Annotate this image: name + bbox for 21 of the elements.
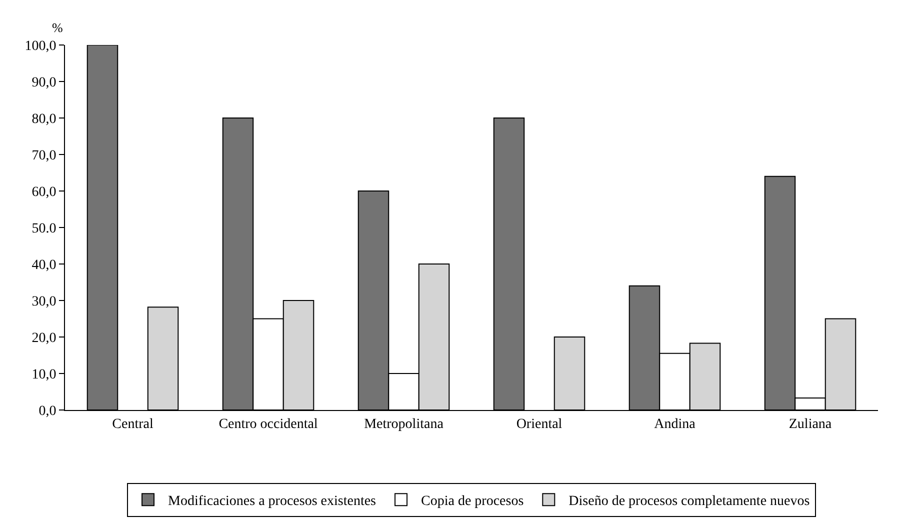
x-tick-label: Centro occidental xyxy=(218,416,318,432)
y-tick-label: 40,0 xyxy=(32,258,56,273)
x-tick-label: Zuliana xyxy=(788,416,832,432)
y-tick-label: 90,0 xyxy=(32,75,56,90)
legend-label: Diseño de procesos completamente nuevos xyxy=(568,494,810,510)
x-tick-label: Andina xyxy=(654,416,696,432)
y-tick-label: 30,0 xyxy=(32,294,56,310)
x-tick-label: Metropolitana xyxy=(364,416,444,432)
y-tick-label: 60,0 xyxy=(32,184,56,200)
legend-label: Copia de procesos xyxy=(421,494,524,510)
y-tick-label: 50.0 xyxy=(32,221,56,236)
x-tick-label: Oriental xyxy=(516,416,562,432)
legend-label: Modificaciones a procesos existentes xyxy=(168,494,376,510)
y-axis-title: % xyxy=(52,20,63,35)
y-tick-label: 70,0 xyxy=(32,148,56,164)
x-tick-label: Central xyxy=(112,416,154,432)
y-tick-label: 10,0 xyxy=(32,367,56,382)
y-tick-label: 0,0 xyxy=(38,404,56,419)
y-tick-label: 20,0 xyxy=(32,330,56,346)
y-tick-label: 100,0 xyxy=(24,38,56,54)
y-tick-label: 80,0 xyxy=(32,112,56,127)
